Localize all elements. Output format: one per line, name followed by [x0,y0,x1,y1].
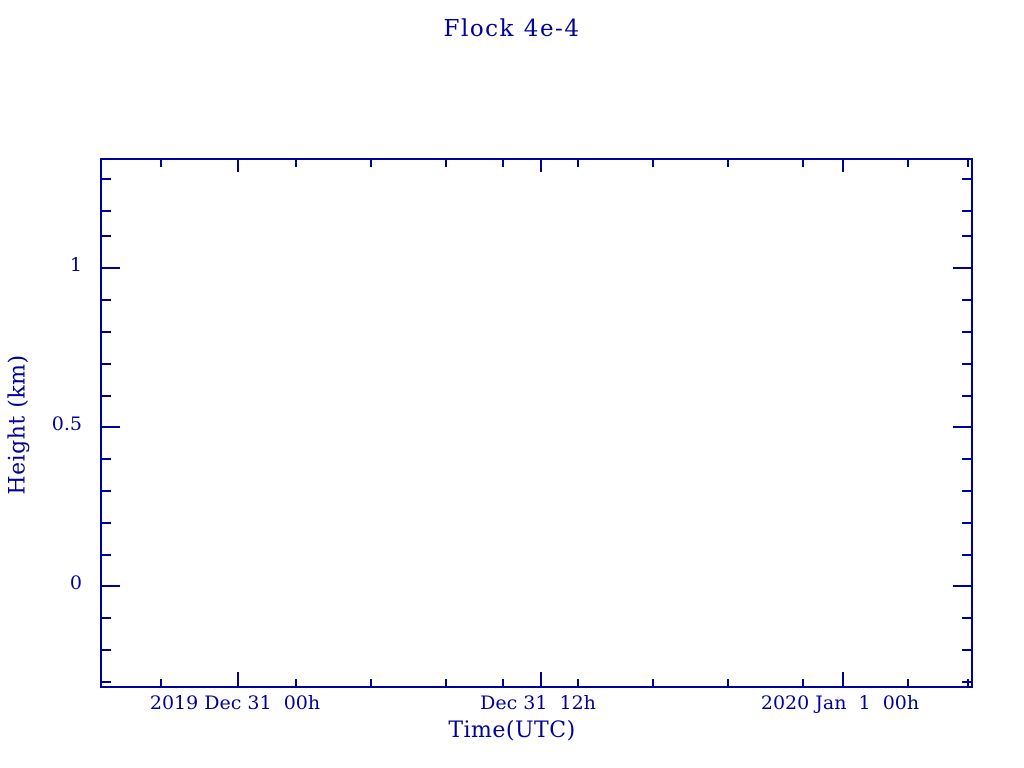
y-minor-tick [102,363,111,365]
x-minor-tick-top [160,160,162,167]
x-major-tick-top [237,160,239,172]
y-minor-tick [102,395,111,397]
y-minor-tick [102,681,111,683]
y-minor-tick [102,235,111,237]
x-minor-tick-top [907,160,909,167]
x-minor-tick [907,679,909,686]
x-minor-tick-top [445,160,447,167]
x-minor-tick-top [727,160,729,167]
x-minor-tick [295,679,297,686]
y-major-tick [102,585,120,587]
y-minor-tick-right [962,331,971,333]
y-minor-tick-right [962,210,971,212]
y-minor-tick-right [962,363,971,365]
y-minor-tick [102,490,111,492]
x-minor-tick [502,679,504,686]
y-minor-tick [102,522,111,524]
y-minor-tick-right [962,490,971,492]
x-minor-tick-top [295,160,297,167]
x-tick-label-end: 2020 Jan 1 00h [760,692,920,714]
y-minor-tick-right [962,235,971,237]
y-minor-tick [102,617,111,619]
x-minor-tick-top [652,160,654,167]
y-minor-tick-right [962,554,971,556]
x-minor-tick-top [577,160,579,167]
x-major-tick-top [540,160,542,172]
y-minor-tick [102,178,111,180]
y-minor-tick-right [962,299,971,301]
chart-title: Flock 4e-4 [443,16,581,42]
x-minor-tick [577,679,579,686]
y-major-tick [102,267,120,269]
y-minor-tick [102,299,111,301]
y-tick-label-1: 1 [69,254,82,276]
x-tick-label-start: 2019 Dec 31 00h [149,692,321,714]
y-major-tick-right [953,426,971,428]
y-minor-tick [102,554,111,556]
x-axis-title: Time(UTC) [448,718,576,743]
y-minor-tick-right [962,458,971,460]
y-minor-tick [102,331,111,333]
y-major-tick-right [953,267,971,269]
x-minor-tick-top [502,160,504,167]
y-minor-tick-right [962,178,971,180]
y-major-tick-right [953,585,971,587]
x-minor-tick [802,679,804,686]
y-minor-tick-right [962,649,971,651]
x-minor-tick-top [370,160,372,167]
x-minor-tick [445,679,447,686]
x-minor-tick [727,679,729,686]
y-axis-title: Height (km) [5,354,31,495]
x-major-tick [842,672,844,686]
x-major-tick [237,672,239,686]
y-minor-tick-right [962,395,971,397]
y-minor-tick [102,210,111,212]
y-minor-tick-right [962,522,971,524]
y-tick-label-0-5: 0.5 [51,413,82,435]
x-minor-tick [160,679,162,686]
y-minor-tick [102,649,111,651]
x-minor-tick-top [802,160,804,167]
x-minor-tick [370,679,372,686]
y-tick-label-0: 0 [69,572,82,594]
y-minor-tick-right [962,681,971,683]
x-minor-tick-top [967,160,969,167]
y-major-tick [102,426,120,428]
x-major-tick [540,672,542,686]
y-minor-tick-right [962,617,971,619]
x-minor-tick [652,679,654,686]
x-major-tick-top [842,160,844,172]
y-minor-tick [102,458,111,460]
x-tick-label-middle: Dec 31 12h [480,692,596,714]
plot-area[interactable] [100,158,973,688]
